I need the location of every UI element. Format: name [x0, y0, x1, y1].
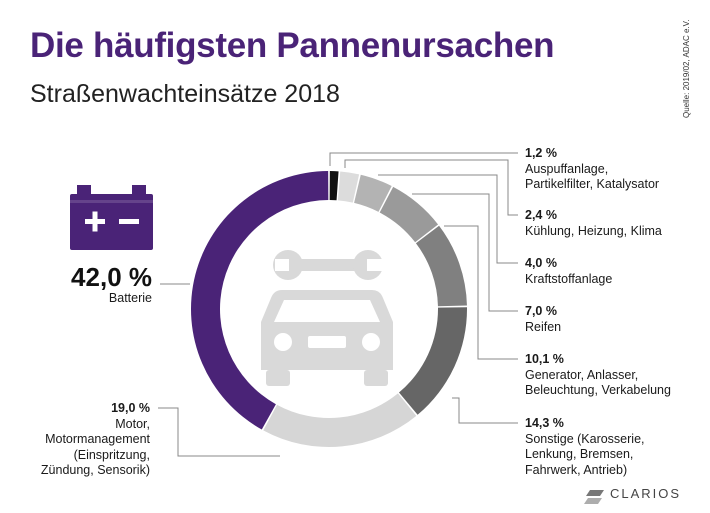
label-reifen-text-1: Reifen [525, 319, 562, 334]
leader-kuehlung [344, 159, 518, 216]
brand-name: CLARIOS [610, 486, 682, 501]
label-kuehlung-text-1: Kühlung, Heizung, Klima [525, 223, 662, 238]
label-kraftstoff-value: 4,0 % [525, 256, 557, 270]
clarios-logo-mark [584, 490, 604, 504]
label-auspuff-text-1: Auspuffanlage, [525, 161, 609, 176]
leader-lines [158, 152, 518, 457]
label-kuehlung-value: 2,4 % [525, 208, 557, 222]
label-sonstige-value: 14,3 % [525, 416, 564, 430]
battery-icon [70, 185, 153, 250]
slice-motor [263, 393, 417, 447]
slice-auspuff [329, 171, 339, 201]
label-batterie-value: 42,0 % [71, 262, 152, 292]
wrench-icon [273, 250, 383, 280]
leader-sonstige [452, 397, 518, 424]
slice-generator [415, 225, 467, 307]
label-kraftstoff: 4,0 % Kraftstoffanlage [525, 256, 612, 287]
label-sonstige-text-1: Sonstige (Karosserie, [525, 431, 645, 446]
label-motor: 19,0 % Motor, Motormanagement (Einspritz… [40, 401, 150, 479]
label-generator-text-2: Beleuchtung, Verkabelung [525, 383, 671, 397]
label-batterie-text: Batterie [108, 291, 152, 305]
slice-batterie [191, 171, 329, 430]
label-motor-text-3: (Einspritzung, [73, 447, 150, 462]
donut-slices [191, 171, 467, 447]
leader-motor [158, 407, 280, 457]
label-auspuff-text-2: Partikelfilter, Katalysator [525, 177, 660, 191]
chart-subtitle: Straßenwachteinsätze 2018 [30, 80, 340, 108]
leader-reifen [412, 193, 518, 312]
chart-title: Die häufigsten Pannenursachen [30, 26, 555, 65]
slice-kuehlung [337, 171, 360, 203]
label-auspuff: 1,2 % Auspuffanlage, Partikelfilter, Kat… [525, 146, 659, 193]
label-generator: 10,1 % Generator, Anlasser, Beleuchtung,… [525, 352, 671, 399]
label-generator-text-1: Generator, Anlasser, [525, 367, 639, 382]
slice-kraftstoff [354, 174, 392, 212]
label-motor-text-4: Zündung, Sensorik) [40, 463, 150, 477]
label-auspuff-value: 1,2 % [525, 146, 557, 160]
label-generator-value: 10,1 % [525, 352, 564, 366]
car-icon [261, 290, 393, 386]
label-motor-text-2: Motormanagement [45, 432, 150, 446]
label-motor-text-1: Motor, [115, 416, 150, 431]
label-sonstige-text-2: Lenkung, Bremsen, [525, 447, 634, 461]
label-reifen: 7,0 % Reifen [525, 304, 561, 335]
label-kraftstoff-text-1: Kraftstoffanlage [525, 271, 613, 286]
label-sonstige: 14,3 % Sonstige (Karosserie, Lenkung, Br… [525, 416, 645, 478]
slice-sonstige [398, 307, 467, 415]
leader-kraftstoff [378, 174, 518, 264]
leader-generator [444, 225, 518, 360]
leader-auspuff [329, 152, 518, 166]
slice-reifen [379, 186, 439, 243]
label-reifen-value: 7,0 % [525, 304, 557, 318]
label-motor-value: 19,0 % [111, 401, 150, 415]
label-kuehlung: 2,4 % Kühlung, Heizung, Klima [525, 208, 662, 239]
label-sonstige-text-3: Fahrwerk, Antrieb) [525, 462, 628, 477]
